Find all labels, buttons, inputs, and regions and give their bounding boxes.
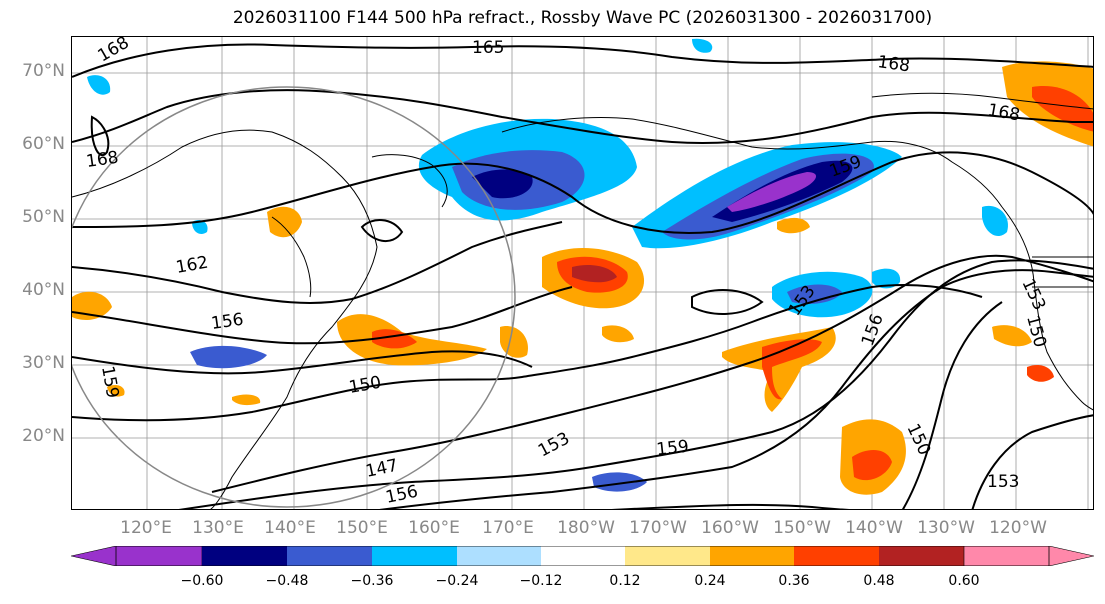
colorbar-tick: 0.12 [609, 573, 641, 589]
colorbar-tick: 0.24 [694, 573, 726, 589]
lon-label: 120°W [989, 518, 1047, 538]
contour-label: 159 [97, 364, 122, 399]
colorbar-segment [794, 546, 879, 566]
lon-label: 160°W [701, 518, 759, 538]
colorbar-segment [71, 546, 203, 566]
lon-label: 180°W [557, 518, 615, 538]
lat-label: 30°N [22, 353, 65, 373]
colorbar-segment [372, 546, 457, 566]
colorbar-segment [963, 546, 1094, 566]
lon-label: 130°E [192, 518, 244, 538]
map-panel[interactable]: 168 165 168 168 168 162 156 159 150 147 … [71, 36, 1094, 510]
contour-label: 159 [655, 437, 689, 460]
colorbar [71, 546, 1094, 566]
colorbar-tick: −0.12 [519, 573, 563, 589]
colorbar-segment [287, 546, 372, 566]
colorbar-segment [879, 546, 964, 566]
colorbar-segment [457, 546, 541, 566]
contour-label: 168 [986, 100, 1021, 125]
colorbar-segment [710, 546, 794, 566]
lon-label: 170°W [629, 518, 687, 538]
colorbar-tick: −0.60 [180, 573, 224, 589]
lon-label: 170°E [482, 518, 534, 538]
contour-label: 153 [987, 472, 1019, 492]
colorbar-segment [625, 546, 710, 566]
contour-label: 156 [210, 310, 245, 334]
coastlines [72, 92, 1093, 509]
lat-label: 50°N [22, 207, 65, 227]
colorbar-tick: −0.48 [265, 573, 309, 589]
lon-label: 120°E [120, 518, 172, 538]
contour-label: 153 [535, 429, 573, 462]
colorbar-tick: 0.36 [778, 573, 810, 589]
lat-label: 70°N [22, 61, 65, 81]
colorbar-tick: −0.36 [350, 573, 394, 589]
contour-label: 147 [364, 456, 400, 482]
map-title: 2026031100 F144 500 hPa refract., Rossby… [232, 8, 933, 28]
contour-label: 162 [174, 253, 209, 278]
contour-label: 150 [902, 421, 934, 459]
colorbar-segment [541, 546, 625, 566]
map-canvas: 168 165 168 168 168 162 156 159 150 147 … [72, 37, 1093, 509]
contour-label: 150 [347, 373, 382, 398]
colorbar-tick: 0.48 [863, 573, 895, 589]
contour-label: 168 [85, 148, 120, 172]
lat-label: 20°N [22, 426, 65, 446]
colorbar-segment [202, 546, 287, 566]
lon-label: 130°W [917, 518, 975, 538]
highlight-circle [72, 86, 516, 508]
contour-label: 168 [876, 52, 911, 76]
contour-label: 156 [858, 311, 888, 348]
lon-label: 140°W [845, 518, 903, 538]
colorbar-tick: 0.60 [948, 573, 980, 589]
negative-refractivity-shading [87, 38, 1008, 492]
contour-label: 153 [1017, 276, 1049, 314]
lat-label: 40°N [22, 280, 65, 300]
colorbar-tick: −0.24 [435, 573, 479, 589]
lon-label: 140°E [264, 518, 316, 538]
lat-label: 60°N [22, 134, 65, 154]
lon-label: 150°W [773, 518, 831, 538]
height-contours [72, 43, 1093, 509]
lon-label: 160°E [408, 518, 460, 538]
contour-label: 165 [472, 38, 504, 58]
lon-label: 150°E [336, 518, 388, 538]
